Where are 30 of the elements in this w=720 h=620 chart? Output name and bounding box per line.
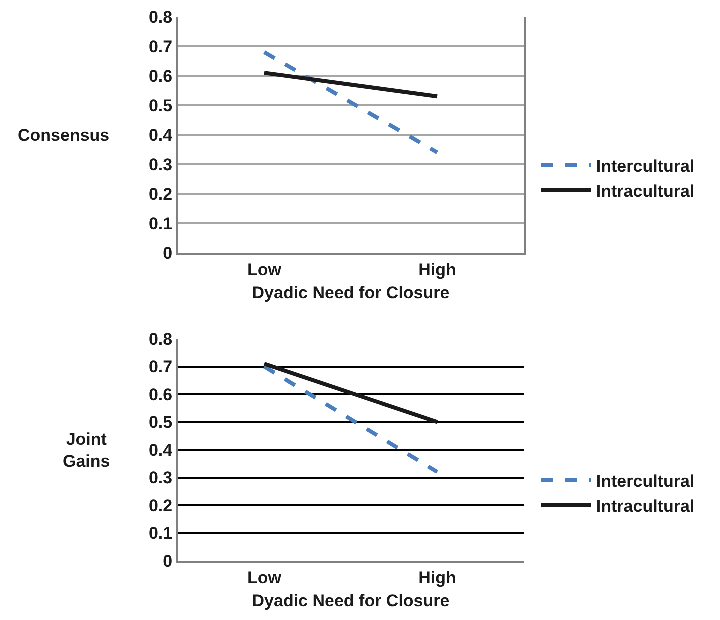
y-tick-label: 0.8	[148, 8, 173, 27]
y-tick-label: 0.4	[148, 126, 174, 145]
legend-label: Intercultural	[596, 472, 695, 492]
y-tick-label: 0.5	[148, 413, 173, 432]
x-tick-label: Low	[248, 260, 282, 280]
x-axis-title: Dyadic Need for Closure	[252, 591, 450, 610]
legend-label: Intracultural	[596, 497, 695, 516]
y-axis-title: Joint Gains	[63, 430, 110, 472]
y-tick-label: 0.5	[148, 96, 173, 116]
y-tick-label: 0.6	[148, 66, 173, 86]
y-tick-label: 0.8	[148, 330, 173, 349]
legend-label: Intercultural	[596, 157, 695, 176]
y-tick-label: 0.2	[148, 496, 173, 516]
x-tick-label: Low	[248, 568, 282, 588]
legend-label: Intracultural	[596, 182, 695, 202]
y-tick-label: 0	[163, 552, 173, 571]
y-tick-label: 0.1	[148, 524, 173, 544]
y-tick-label: 0.3	[148, 155, 173, 174]
y-tick-label: 0.7	[148, 358, 173, 377]
y-tick-label: 0.7	[148, 37, 173, 56]
x-tick-label: High	[418, 568, 456, 588]
y-tick-label: 0.4	[148, 440, 174, 460]
y-tick-label: 0.1	[148, 214, 173, 234]
y-axis-title: Consensus	[18, 126, 110, 145]
y-tick-label: 0.2	[148, 184, 173, 204]
y-tick-label: 0.3	[148, 468, 173, 488]
y-tick-label: 0.6	[148, 385, 173, 404]
y-tick-label: 0	[163, 244, 173, 263]
x-axis-title: Dyadic Need for Closure	[252, 283, 450, 302]
x-tick-label: High	[418, 260, 456, 280]
